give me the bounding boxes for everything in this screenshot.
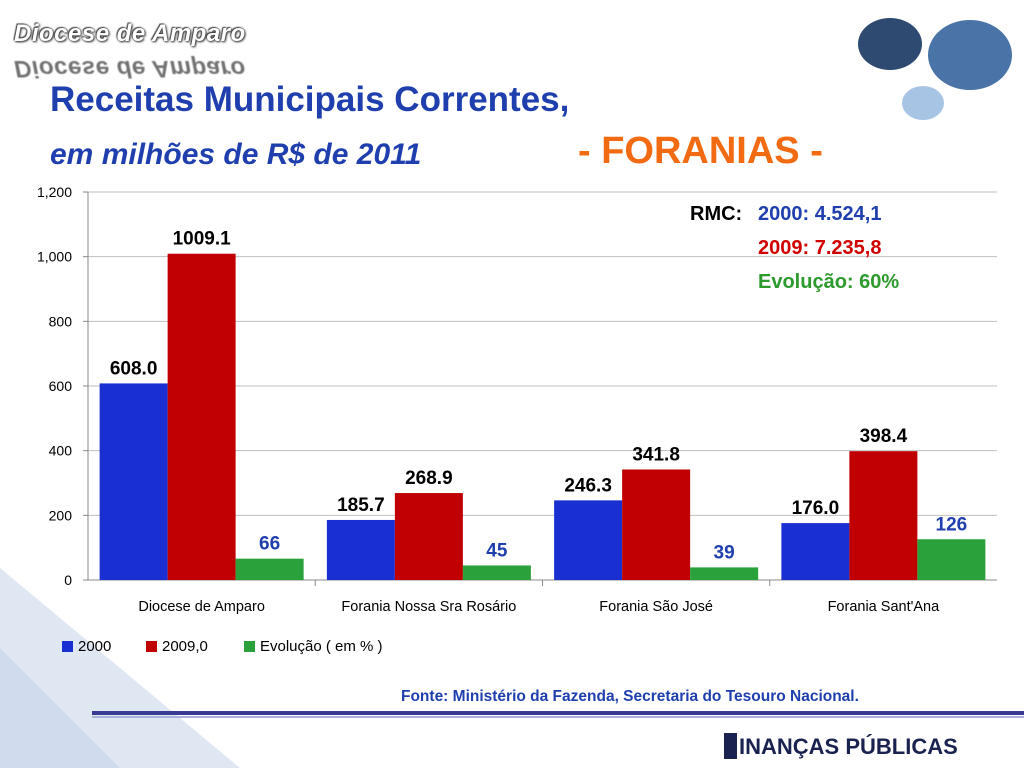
page-title-suffix: - FORANIAS - [578, 130, 823, 172]
x-tick-label: Forania Sant'Ana [828, 599, 941, 615]
legend-label-2009: 2009,0 [162, 638, 208, 655]
source-note: Fonte: Ministério da Fazenda, Secretaria… [401, 688, 859, 705]
data-label: 398.4 [860, 426, 908, 447]
footer-rule-light [92, 716, 1024, 718]
rmc-label: RMC: [690, 203, 743, 225]
x-tick-label: Forania São José [599, 599, 713, 615]
label-layer: 608.0 1009.1 66 185.7 268.9 45 246.3 341.8 39 176… [110, 229, 967, 564]
bar [394, 493, 463, 580]
footer-logo-text: INANÇAS PÚBLICAS [739, 734, 958, 759]
data-label: 176.0 [792, 498, 840, 519]
bar [917, 539, 986, 580]
bar [99, 383, 168, 580]
decor-circle-light [902, 86, 944, 120]
y-tick-label: 600 [49, 378, 73, 394]
bar [235, 558, 304, 580]
bar [554, 500, 623, 580]
bar [167, 253, 236, 580]
y-tick-label: 1,000 [37, 249, 72, 265]
bar [326, 519, 395, 580]
legend-item-2000: 2000 [62, 638, 111, 655]
data-label: 126 [936, 514, 968, 535]
brand-logo: Diocese de Amparo [14, 20, 246, 47]
x-tick-label: Diocese de Amparo [138, 599, 265, 615]
rmc-2009-value: 2009: 7.235,8 [758, 237, 882, 259]
bar [690, 567, 759, 580]
page-subtitle: em milhões de R$ de 2011 [50, 138, 422, 171]
bar [781, 523, 850, 580]
y-tick-label: 400 [49, 443, 73, 459]
footer-rule [92, 711, 1024, 715]
bar [462, 565, 531, 580]
legend-swatch-2000 [62, 641, 73, 652]
x-tick-label: Forania Nossa Sra Rosário [341, 599, 516, 615]
y-tick-label: 1,200 [37, 184, 72, 200]
data-label: 1009.1 [173, 229, 232, 250]
rmc-evolucao-value: Evolução: 60% [758, 271, 900, 293]
data-label: 39 [714, 542, 735, 563]
data-label: 66 [259, 534, 280, 555]
y-tick-label: 200 [49, 507, 73, 523]
page-title: Receitas Municipais Correntes, [50, 80, 570, 119]
legend-item-2009: 2009,0 [146, 638, 208, 655]
data-label: 341.8 [632, 444, 680, 465]
y-tick-label: 0 [64, 572, 72, 588]
corner-decoration-inner [0, 648, 120, 768]
data-label: 246.3 [564, 475, 612, 496]
bar-layer [99, 253, 986, 580]
decor-circle-medium [928, 20, 1012, 90]
legend-swatch-evolucao [244, 641, 255, 652]
legend-label-2000: 2000 [78, 638, 112, 655]
y-tick-label: 800 [49, 313, 73, 329]
rmc-2000-value: 2000: 4.524,1 [758, 203, 882, 225]
footer-logo-f-mark [724, 733, 737, 759]
data-label: 608.0 [110, 358, 158, 379]
footer-logo: INANÇAS PÚBLICAS [724, 733, 958, 760]
data-label: 45 [486, 540, 508, 561]
decor-circle-dark [858, 18, 922, 70]
axis-layer: 0 200 400 600 800 1,000 1,200 Diocese de Amparo… [37, 184, 997, 615]
data-label: 268.9 [405, 468, 453, 489]
data-label: 185.7 [337, 495, 385, 516]
legend-item-evolucao: Evolução ( em % ) [244, 638, 383, 655]
legend-swatch-2009 [146, 641, 157, 652]
legend-label-evolucao: Evolução ( em % ) [260, 638, 383, 655]
bar [622, 469, 691, 580]
bar [849, 451, 918, 580]
